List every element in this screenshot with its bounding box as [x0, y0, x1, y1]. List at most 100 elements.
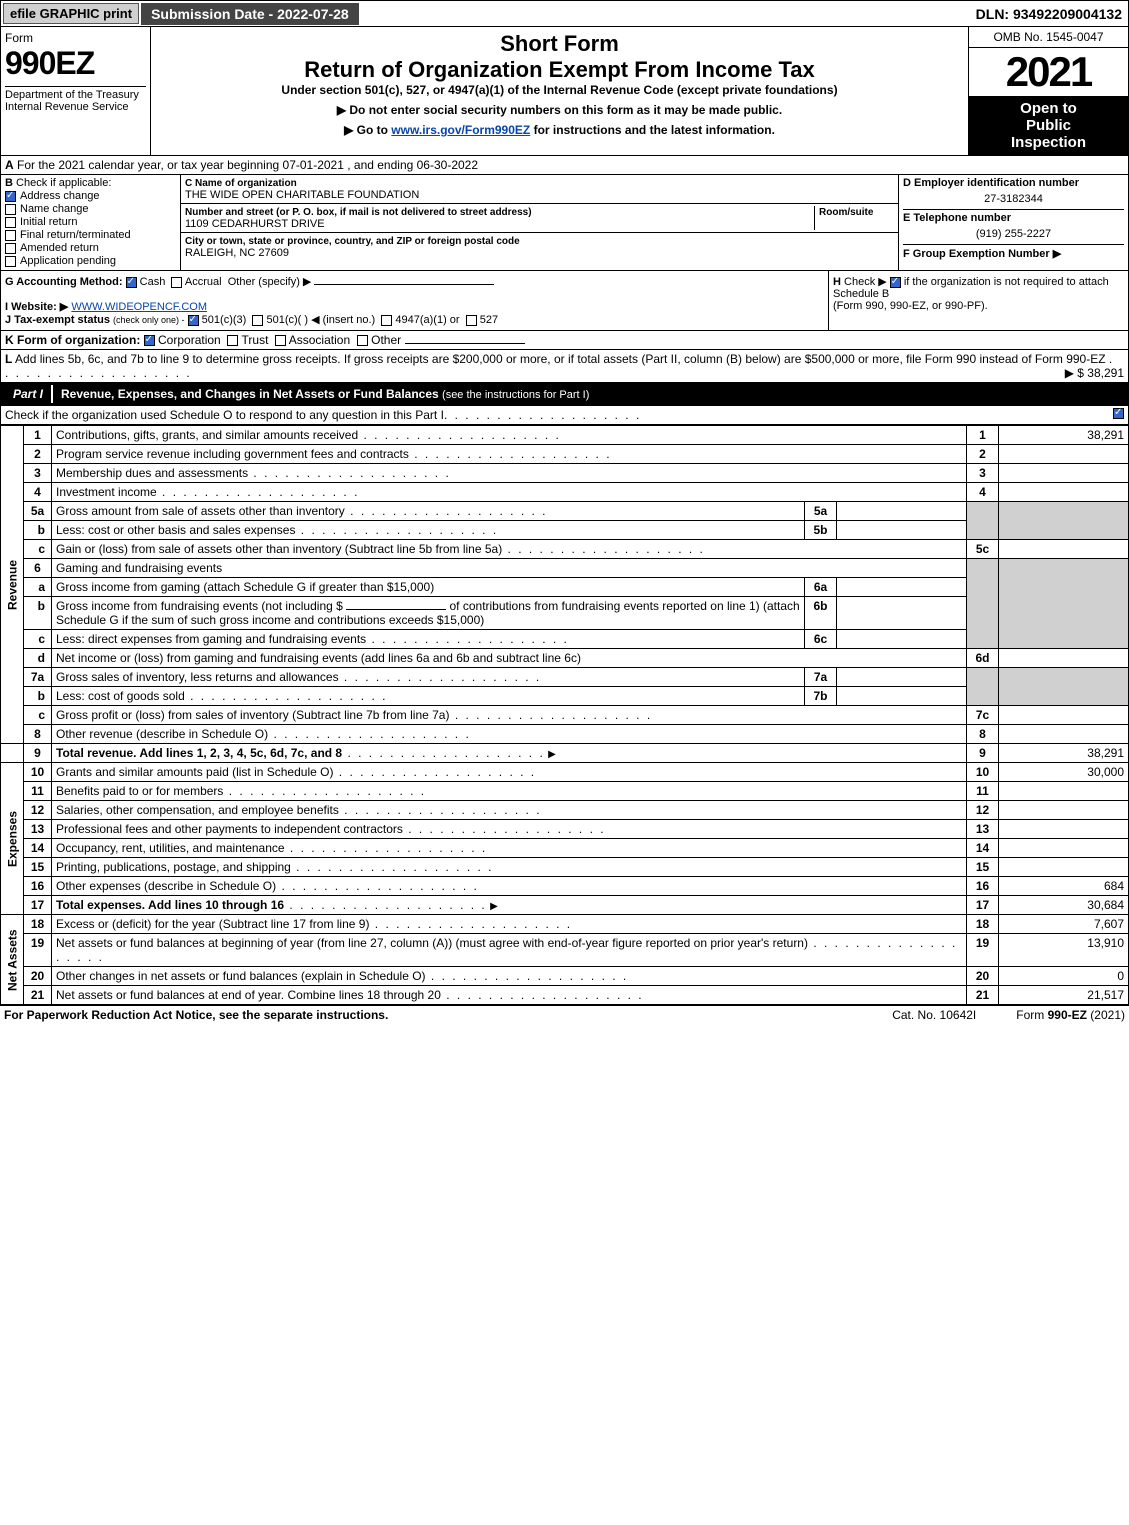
org-name-label: C Name of organization [185, 178, 297, 189]
section-b: B Check if applicable: Address change Na… [1, 175, 181, 270]
other-method-input[interactable] [314, 284, 494, 285]
line-17-rnum: 17 [967, 896, 999, 915]
line-4-rnum: 4 [967, 483, 999, 502]
form-subtitle: Under section 501(c), 527, or 4947(a)(1)… [155, 83, 964, 97]
line-7b-num: b [24, 687, 52, 706]
footer-right-post: (2021) [1087, 1008, 1125, 1022]
label-other-method: Other (specify) ▶ [228, 276, 312, 288]
line-6b-input[interactable] [346, 609, 446, 610]
website-link[interactable]: WWW.WIDEOPENCF.COM [71, 301, 207, 313]
short-form-title: Short Form [155, 31, 964, 57]
line-16-rnum: 16 [967, 877, 999, 896]
part-1-check-text: Check if the organization used Schedule … [5, 408, 444, 422]
checkbox-application-pending[interactable] [5, 256, 16, 267]
checkbox-501c[interactable] [252, 315, 263, 326]
open-line2: Public [973, 117, 1124, 134]
line-6b-text-pre: Gross income from fundraising events (no… [56, 599, 343, 613]
org-city: RALEIGH, NC 27609 [185, 247, 289, 259]
footer-catno: Cat. No. 10642I [892, 1008, 976, 1022]
checkbox-corporation[interactable] [144, 335, 155, 346]
line-10-text: Grants and similar amounts paid (list in… [56, 765, 333, 779]
line-6d-value [999, 649, 1129, 668]
checkbox-association[interactable] [275, 335, 286, 346]
line-20-value: 0 [999, 967, 1129, 986]
line-4-text: Investment income [56, 485, 157, 499]
section-a: A For the 2021 calendar year, or tax yea… [0, 156, 1129, 175]
part-1-header: Part I Revenue, Expenses, and Changes in… [0, 383, 1129, 406]
section-g: G Accounting Method: Cash Accrual Other … [1, 271, 828, 330]
line-13-text: Professional fees and other payments to … [56, 822, 403, 836]
label-association: Association [289, 333, 350, 347]
line-1-rnum: 1 [967, 426, 999, 445]
other-org-input[interactable] [405, 343, 525, 344]
section-def: D Employer identification number 27-3182… [898, 175, 1128, 270]
line-6c-text: Less: direct expenses from gaming and fu… [56, 632, 366, 646]
label-amended-return: Amended return [20, 242, 99, 254]
line-6c-mid: 6c [805, 630, 837, 649]
checkbox-other-org[interactable] [357, 335, 368, 346]
phone-value: (919) 255-2227 [903, 228, 1124, 240]
line-6c-midval [837, 630, 967, 649]
line-5c-text: Gain or (loss) from sale of assets other… [56, 542, 502, 556]
line-8-rnum: 8 [967, 725, 999, 744]
checkbox-527[interactable] [466, 315, 477, 326]
checkbox-schedule-b[interactable] [890, 277, 901, 288]
checkbox-accrual[interactable] [171, 277, 182, 288]
checkbox-name-change[interactable] [5, 204, 16, 215]
line-21-rnum: 21 [967, 986, 999, 1005]
checkbox-trust[interactable] [227, 335, 238, 346]
section-a-label: A [5, 158, 14, 172]
line-5-shade-val [999, 502, 1129, 540]
line-6a-text: Gross income from gaming (attach Schedul… [56, 580, 434, 594]
dept-treasury: Department of the Treasury [5, 89, 146, 101]
line-19-value: 13,910 [999, 934, 1129, 967]
checkbox-501c3[interactable] [188, 315, 199, 326]
footer-formref: Form 990-EZ (2021) [1016, 1008, 1125, 1022]
website-label: I Website: ▶ [5, 301, 68, 313]
line-15-text: Printing, publications, postage, and shi… [56, 860, 291, 874]
line-19-text: Net assets or fund balances at beginning… [56, 936, 808, 950]
irs-link[interactable]: www.irs.gov/Form990EZ [391, 123, 530, 137]
efile-print-button[interactable]: efile GRAPHIC print [3, 3, 139, 24]
checkbox-final-return[interactable] [5, 230, 16, 241]
checkbox-cash[interactable] [126, 277, 137, 288]
checkbox-address-change[interactable] [5, 191, 16, 202]
line-20-num: 20 [24, 967, 52, 986]
form-org-label: K Form of organization: [5, 333, 140, 347]
checkbox-4947[interactable] [381, 315, 392, 326]
line-5-shade [967, 502, 999, 540]
org-address: 1109 CEDARHURST DRIVE [185, 218, 325, 230]
line-6d-num: d [24, 649, 52, 668]
checkbox-schedule-o-part1[interactable] [1113, 408, 1124, 419]
line-11-rnum: 11 [967, 782, 999, 801]
form-label: Form [5, 31, 146, 45]
line-5a-num: 5a [24, 502, 52, 521]
instr-link: ▶ Go to www.irs.gov/Form990EZ for instru… [155, 123, 964, 137]
header-left: Form 990EZ Department of the Treasury In… [1, 27, 151, 155]
line-19-num: 19 [24, 934, 52, 967]
side-label-revenue: Revenue [1, 426, 24, 744]
checkbox-amended-return[interactable] [5, 243, 16, 254]
side-label-expenses: Expenses [1, 763, 24, 915]
section-h: H Check ▶ if the organization is not req… [828, 271, 1128, 330]
checkbox-initial-return[interactable] [5, 217, 16, 228]
line-4-num: 4 [24, 483, 52, 502]
section-c: C Name of organization THE WIDE OPEN CHA… [181, 175, 898, 270]
line-16-num: 16 [24, 877, 52, 896]
header-center: Short Form Return of Organization Exempt… [151, 27, 968, 155]
h-text3: (Form 990, 990-EZ, or 990-PF). [833, 300, 988, 312]
line-8-text: Other revenue (describe in Schedule O) [56, 727, 268, 741]
line-10-value: 30,000 [999, 763, 1129, 782]
line-5a-midval [837, 502, 967, 521]
line-6a-mid: 6a [805, 578, 837, 597]
line-15-num: 15 [24, 858, 52, 877]
phone-label: E Telephone number [903, 212, 1011, 224]
line-9-num: 9 [24, 744, 52, 763]
line-11-text: Benefits paid to or for members [56, 784, 223, 798]
section-bcd: B Check if applicable: Address change Na… [0, 175, 1129, 271]
line-2-value [999, 445, 1129, 464]
line-6d-rnum: 6d [967, 649, 999, 668]
group-exemption-label: F Group Exemption Number ▶ [903, 248, 1061, 260]
submission-date: Submission Date - 2022-07-28 [141, 3, 359, 25]
line-18-num: 18 [24, 915, 52, 934]
